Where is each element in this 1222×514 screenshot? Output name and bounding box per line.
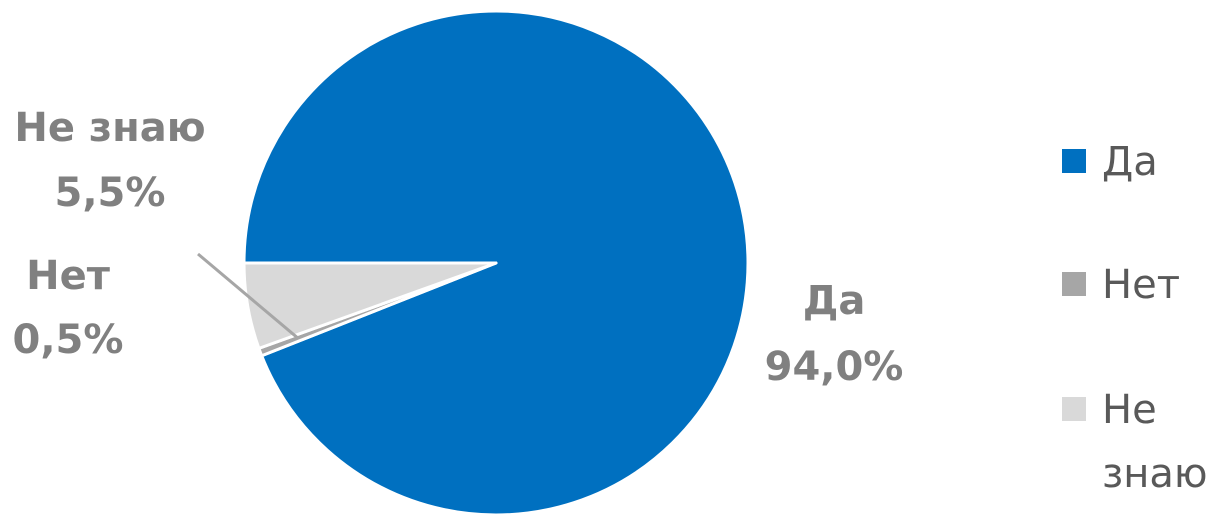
legend-label-1-0: Нет [1102,262,1180,308]
pie-slices [242,9,750,514]
data-label-category-1: Нет [26,253,111,299]
legend-swatch-2 [1062,397,1086,421]
leader-line [197,252,299,340]
legend-label-2-1: знаю [1102,451,1208,497]
data-labels: Да 94,0% Нет 0,5% Не знаю 5,5% [13,105,904,390]
legend: Да Нет Не знаю [1062,139,1208,497]
data-label-value-0: 94,0% [765,344,904,390]
legend-swatch-1 [1062,272,1086,296]
legend-label-0-0: Да [1102,139,1158,185]
data-label-value-1: 0,5% [13,317,124,363]
data-label-category-0: Да [803,278,866,324]
data-label-value-2: 5,5% [55,170,166,216]
legend-label-2-0: Не [1102,387,1157,433]
data-label-category-2: Не знаю [14,105,205,151]
legend-swatch-0 [1062,149,1086,173]
pie-slice-2 [242,261,498,350]
